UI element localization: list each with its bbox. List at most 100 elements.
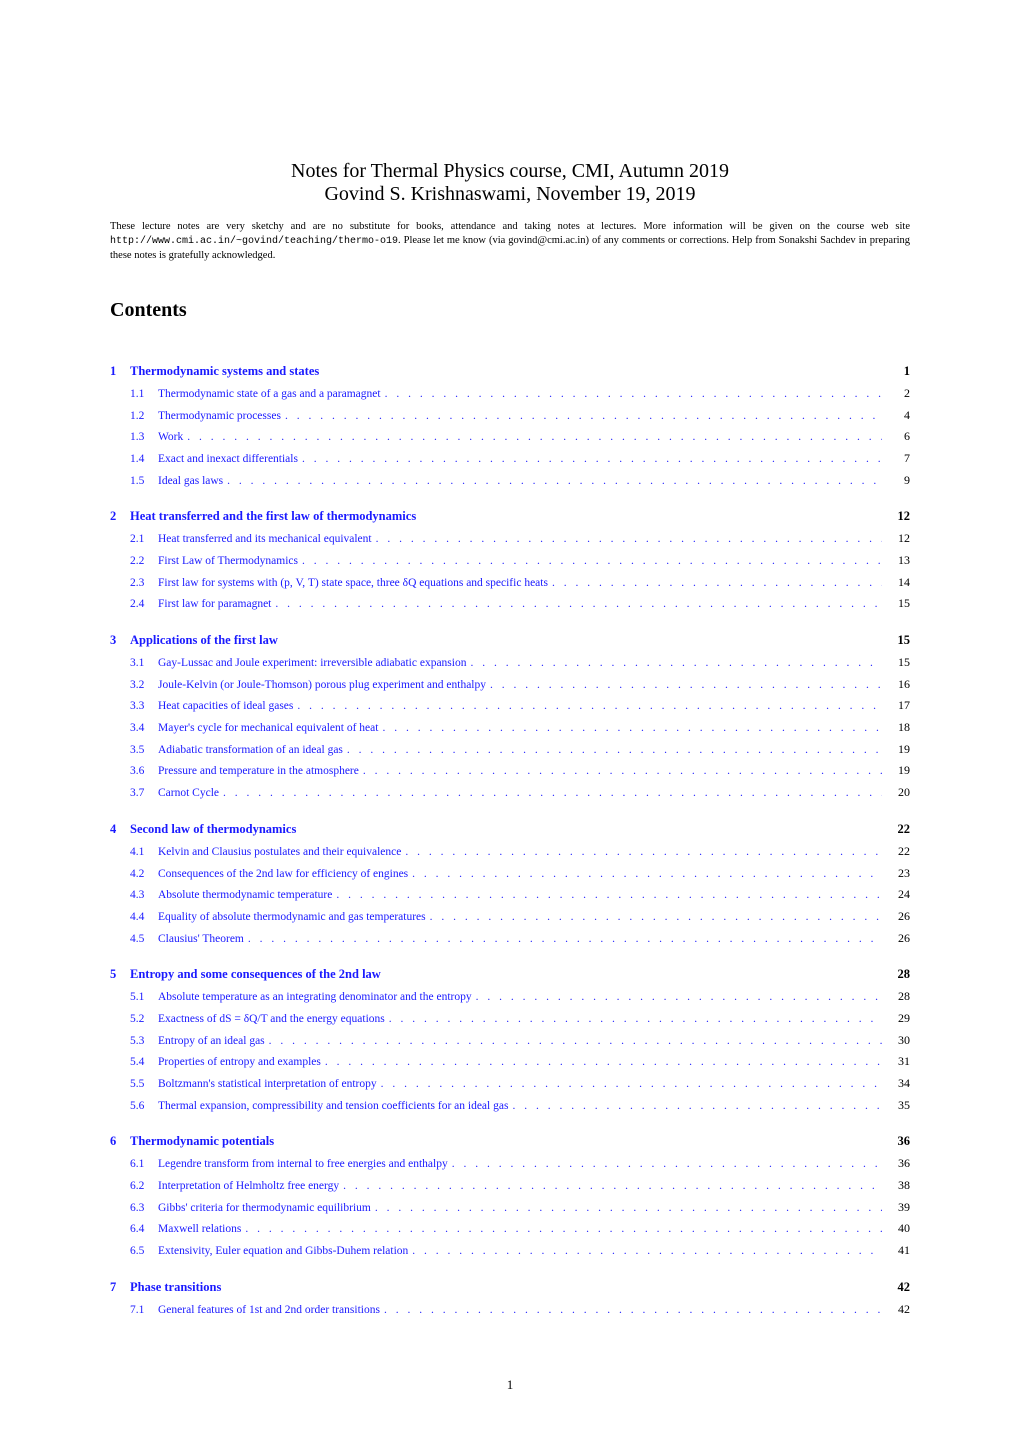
toc-subsection-page: 36 xyxy=(886,1153,910,1175)
toc-subsection-number: 5.5 xyxy=(130,1074,158,1095)
toc-subsection[interactable]: 6.3Gibbs' criteria for thermodynamic equ… xyxy=(110,1197,910,1219)
toc-subsection-number: 1.3 xyxy=(130,427,158,448)
preamble-url[interactable]: http://www.cmi.ac.in/~govind/teaching/th… xyxy=(110,236,398,247)
toc-section-title: Heat transferred and the first law of th… xyxy=(130,509,416,524)
toc-leader-dots xyxy=(490,675,882,696)
toc-section-title: Phase transitions xyxy=(130,1280,221,1295)
toc-subsection[interactable]: 4.2Consequences of the 2nd law for effic… xyxy=(110,863,910,885)
toc-subsection[interactable]: 5.1Absolute temperature as an integratin… xyxy=(110,986,910,1008)
toc-subsection[interactable]: 6.1Legendre transform from internal to f… xyxy=(110,1153,910,1175)
toc-subsection-number: 6.1 xyxy=(130,1154,158,1175)
toc-subsection-page: 34 xyxy=(886,1073,910,1095)
toc-section: 2Heat transferred and the first law of t… xyxy=(110,509,910,615)
toc-subsection[interactable]: 5.4Properties of entropy and examples31 xyxy=(110,1051,910,1073)
toc-subsection-number: 5.4 xyxy=(130,1052,158,1073)
toc-subsection-page: 28 xyxy=(886,986,910,1008)
toc-section-number: 3 xyxy=(110,633,130,648)
toc-subsection-page: 7 xyxy=(886,448,910,470)
toc-subsection-number: 1.1 xyxy=(130,384,158,405)
toc-subsection[interactable]: 2.1Heat transferred and its mechanical e… xyxy=(110,528,910,550)
toc-subsection[interactable]: 3.7Carnot Cycle20 xyxy=(110,782,910,804)
toc-subsection-page: 15 xyxy=(886,652,910,674)
toc-leader-dots xyxy=(223,783,882,804)
toc-subsection-number: 6.5 xyxy=(130,1241,158,1262)
toc-subsection[interactable]: 5.5Boltzmann's statistical interpretatio… xyxy=(110,1073,910,1095)
toc-subsection-number: 6.2 xyxy=(130,1176,158,1197)
toc-section-header[interactable]: 2Heat transferred and the first law of t… xyxy=(110,509,910,524)
toc-subsection[interactable]: 6.4Maxwell relations40 xyxy=(110,1218,910,1240)
toc-subsection-title: Equality of absolute thermodynamic and g… xyxy=(158,907,426,928)
toc-subsection-title: General features of 1st and 2nd order tr… xyxy=(158,1300,380,1321)
toc-subsection-page: 16 xyxy=(886,674,910,696)
toc-subsection-number: 3.2 xyxy=(130,675,158,696)
toc-subsection-title: Thermodynamic state of a gas and a param… xyxy=(158,384,381,405)
toc-subsection[interactable]: 3.3Heat capacities of ideal gases17 xyxy=(110,695,910,717)
toc-subsection[interactable]: 2.4First law for paramagnet15 xyxy=(110,593,910,615)
toc-leader-dots xyxy=(382,718,882,739)
toc-subsection[interactable]: 6.5Extensivity, Euler equation and Gibbs… xyxy=(110,1240,910,1262)
title-line-1: Notes for Thermal Physics course, CMI, A… xyxy=(110,160,910,183)
toc-subsection[interactable]: 4.1Kelvin and Clausius postulates and th… xyxy=(110,841,910,863)
toc-section-header[interactable]: 5Entropy and some consequences of the 2n… xyxy=(110,967,910,982)
toc-subsection-title: Gay-Lussac and Joule experiment: irrever… xyxy=(158,653,466,674)
toc-leader-dots xyxy=(389,1009,882,1030)
toc-subsection-title: Absolute temperature as an integrating d… xyxy=(158,987,472,1008)
toc-subsection-title: First law for paramagnet xyxy=(158,594,271,615)
toc-subsection-title: Thermodynamic processes xyxy=(158,406,281,427)
toc-section-number: 6 xyxy=(110,1134,130,1149)
toc-section-header[interactable]: 3Applications of the first law15 xyxy=(110,633,910,648)
toc-section-header[interactable]: 1Thermodynamic systems and states1 xyxy=(110,364,910,379)
title-block: Notes for Thermal Physics course, CMI, A… xyxy=(110,160,910,206)
toc-subsection[interactable]: 1.3Work6 xyxy=(110,426,910,448)
toc-subsection[interactable]: 4.3Absolute thermodynamic temperature24 xyxy=(110,884,910,906)
toc-leader-dots xyxy=(512,1096,882,1117)
toc-subsection-number: 3.4 xyxy=(130,718,158,739)
toc-subsection-page: 35 xyxy=(886,1095,910,1117)
toc-subsection-page: 23 xyxy=(886,863,910,885)
toc-subsection[interactable]: 4.5Clausius' Theorem26 xyxy=(110,928,910,950)
toc-subsection[interactable]: 1.1Thermodynamic state of a gas and a pa… xyxy=(110,383,910,405)
toc-section-page: 42 xyxy=(892,1280,911,1295)
toc-subsection[interactable]: 3.5Adiabatic transformation of an ideal … xyxy=(110,739,910,761)
toc-subsection-title: Legendre transform from internal to free… xyxy=(158,1154,448,1175)
toc-subsection-page: 17 xyxy=(886,695,910,717)
toc-subsection-number: 1.5 xyxy=(130,471,158,492)
document-page: Notes for Thermal Physics course, CMI, A… xyxy=(0,0,1020,1433)
toc-section-header[interactable]: 7Phase transitions42 xyxy=(110,1280,910,1295)
toc-subsection[interactable]: 3.2Joule-Kelvin (or Joule-Thomson) porou… xyxy=(110,674,910,696)
toc-subsection[interactable]: 2.3First law for systems with (p, V, T) … xyxy=(110,572,910,594)
toc-section-header[interactable]: 6Thermodynamic potentials36 xyxy=(110,1134,910,1149)
toc-subsection-title: Pressure and temperature in the atmosphe… xyxy=(158,761,359,782)
toc-section-header[interactable]: 4Second law of thermodynamics22 xyxy=(110,822,910,837)
toc-subsection[interactable]: 6.2Interpretation of Helmholtz free ener… xyxy=(110,1175,910,1197)
toc-subsection-page: 18 xyxy=(886,717,910,739)
toc-subsection-number: 4.2 xyxy=(130,864,158,885)
toc-leader-dots xyxy=(363,761,882,782)
toc-subsection[interactable]: 4.4Equality of absolute thermodynamic an… xyxy=(110,906,910,928)
toc-subsection[interactable]: 3.1Gay-Lussac and Joule experiment: irre… xyxy=(110,652,910,674)
toc-subsection-title: Heat transferred and its mechanical equi… xyxy=(158,529,372,550)
toc-subsection-title: Extensivity, Euler equation and Gibbs-Du… xyxy=(158,1241,408,1262)
toc-subsection-number: 7.1 xyxy=(130,1300,158,1321)
toc-subsection-number: 2.1 xyxy=(130,529,158,550)
toc-subsection[interactable]: 5.6Thermal expansion, compressibility an… xyxy=(110,1095,910,1117)
toc-leader-dots xyxy=(336,885,882,906)
toc-subsection[interactable]: 7.1General features of 1st and 2nd order… xyxy=(110,1299,910,1321)
toc-subsection[interactable]: 2.2First Law of Thermodynamics13 xyxy=(110,550,910,572)
toc-subsection[interactable]: 3.4Mayer's cycle for mechanical equivale… xyxy=(110,717,910,739)
toc-subsection[interactable]: 3.6Pressure and temperature in the atmos… xyxy=(110,760,910,782)
toc-subsection-page: 19 xyxy=(886,739,910,761)
toc-subsection[interactable]: 1.4Exact and inexact differentials7 xyxy=(110,448,910,470)
toc-subsection[interactable]: 1.2Thermodynamic processes4 xyxy=(110,405,910,427)
toc-subsection[interactable]: 5.3Entropy of an ideal gas30 xyxy=(110,1030,910,1052)
toc-subsection-number: 3.6 xyxy=(130,761,158,782)
toc-subsection[interactable]: 1.5Ideal gas laws9 xyxy=(110,470,910,492)
toc-subsection-page: 20 xyxy=(886,782,910,804)
toc-subsection-title: Boltzmann's statistical interpretation o… xyxy=(158,1074,377,1095)
toc-section-title: Entropy and some consequences of the 2nd… xyxy=(130,967,381,982)
toc-subsection-page: 6 xyxy=(886,426,910,448)
toc-subsection[interactable]: 5.2Exactness of dS = δQ/T and the energy… xyxy=(110,1008,910,1030)
toc-section: 3Applications of the first law15 3.1Gay-L… xyxy=(110,633,910,804)
toc-subsection-page: 41 xyxy=(886,1240,910,1262)
toc-subsection-page: 29 xyxy=(886,1008,910,1030)
